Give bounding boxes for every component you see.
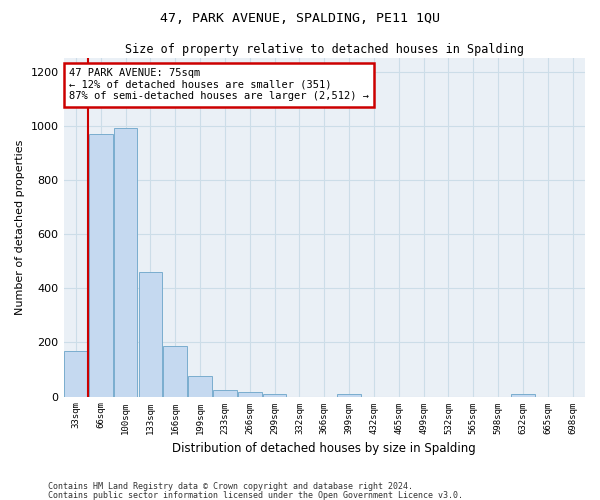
Bar <box>64 350 88 397</box>
Y-axis label: Number of detached properties: Number of detached properties <box>15 140 25 315</box>
X-axis label: Distribution of detached houses by size in Spalding: Distribution of detached houses by size … <box>172 442 476 455</box>
Bar <box>139 272 162 396</box>
Text: 47, PARK AVENUE, SPALDING, PE11 1QU: 47, PARK AVENUE, SPALDING, PE11 1QU <box>160 12 440 26</box>
Title: Size of property relative to detached houses in Spalding: Size of property relative to detached ho… <box>125 42 524 56</box>
Bar <box>238 392 262 396</box>
Bar <box>89 134 113 396</box>
Bar <box>263 394 286 396</box>
Text: 47 PARK AVENUE: 75sqm
← 12% of detached houses are smaller (351)
87% of semi-det: 47 PARK AVENUE: 75sqm ← 12% of detached … <box>69 68 369 102</box>
Bar <box>163 346 187 397</box>
Text: Contains HM Land Registry data © Crown copyright and database right 2024.: Contains HM Land Registry data © Crown c… <box>48 482 413 491</box>
Bar <box>511 394 535 396</box>
Bar <box>114 128 137 396</box>
Bar <box>213 390 237 396</box>
Bar <box>188 376 212 396</box>
Text: Contains public sector information licensed under the Open Government Licence v3: Contains public sector information licen… <box>48 490 463 500</box>
Bar <box>337 394 361 396</box>
